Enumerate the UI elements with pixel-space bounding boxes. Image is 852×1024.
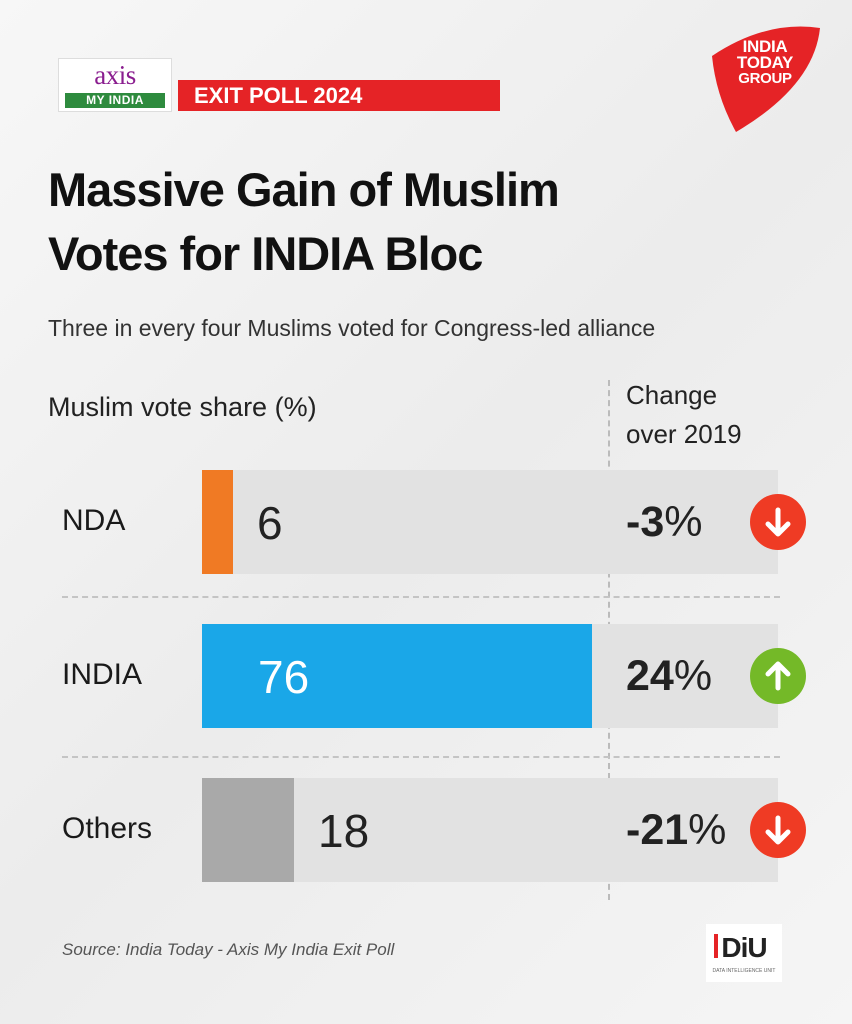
axis-my-india-logo: axis MY INDIA — [58, 58, 172, 112]
diu-logo-sub: DATA INTELLIGENCE UNIT — [712, 968, 776, 974]
row-separator — [62, 596, 780, 598]
arrow-down-icon — [750, 802, 806, 858]
axis-logo-sub: MY INDIA — [65, 93, 165, 108]
arrow-up-icon — [750, 648, 806, 704]
change-unit: % — [664, 498, 703, 546]
bar-india — [202, 624, 592, 728]
change-value: 24 — [626, 652, 674, 700]
change-value: -21 — [626, 806, 689, 854]
page-title: Massive Gain of Muslim Votes for INDIA B… — [48, 158, 808, 286]
subtitle: Three in every four Muslims voted for Co… — [48, 315, 656, 341]
change-label: -21% — [626, 806, 726, 855]
diu-mark-icon — [714, 934, 718, 958]
change-unit: % — [688, 806, 727, 854]
change-header-line-2: over 2019 — [626, 419, 742, 449]
bar-nda — [202, 470, 233, 574]
india-today-logo-line-2: TODAY — [736, 53, 794, 72]
change-header-line-1: Change — [626, 380, 718, 410]
bar-others — [202, 778, 294, 882]
change-header: Change over 2019 — [626, 376, 742, 454]
category-label: NDA — [62, 504, 126, 537]
value-label: 6 — [257, 497, 283, 549]
title-line-1: Massive Gain of Muslim — [48, 163, 560, 216]
bar-track — [202, 470, 778, 574]
change-value: -3 — [626, 498, 665, 546]
india-today-shield-icon — [712, 26, 820, 132]
exit-poll-banner: EXIT POLL 2024 — [178, 80, 500, 111]
chart-title: Muslim vote share (%) — [48, 392, 317, 422]
value-label: 76 — [258, 651, 310, 703]
source-note: Source: India Today - Axis My India Exit… — [62, 940, 395, 959]
change-label: 24% — [626, 652, 712, 701]
india-today-logo: INDIA TODAY GROUP — [706, 26, 824, 134]
india-today-logo-line-1: INDIA — [742, 37, 788, 56]
category-label: Others — [62, 812, 153, 845]
diu-logo: DiU DATA INTELLIGENCE UNIT — [706, 924, 782, 982]
change-unit: % — [673, 652, 713, 700]
value-label: 18 — [318, 805, 370, 857]
title-line-2: Votes for INDIA Bloc — [48, 227, 483, 280]
diu-logo-text: DiU — [721, 932, 767, 963]
axis-logo-word: axis — [94, 60, 136, 90]
category-label: INDIA — [62, 658, 143, 691]
bar-track — [202, 778, 778, 882]
india-today-logo-line-3: GROUP — [738, 70, 792, 87]
row-separator — [62, 756, 780, 758]
change-label: -3% — [626, 498, 702, 547]
arrow-down-icon — [750, 494, 806, 550]
